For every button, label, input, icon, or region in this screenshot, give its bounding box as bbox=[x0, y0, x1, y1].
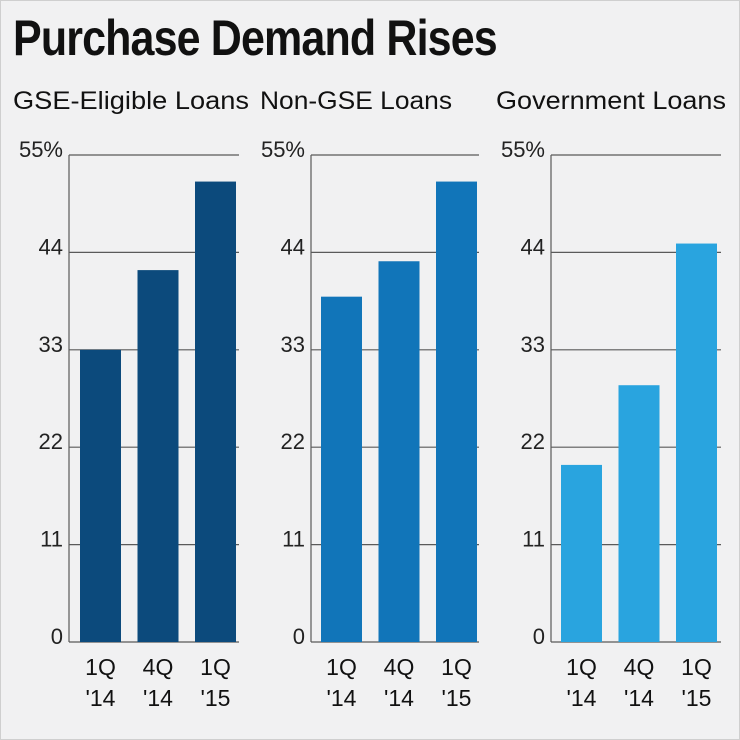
y-tick-label: 33 bbox=[281, 332, 305, 357]
charts-canvas: GSE-Eligible Loans 0 11 22 33 44 55% 1Q '14 4Q '14… bbox=[1, 1, 739, 739]
panel-title: Government Loans bbox=[496, 87, 726, 115]
panel-title: Non-GSE Loans bbox=[260, 87, 452, 115]
y-tick-label: 33 bbox=[39, 332, 63, 357]
y-tick-label: 55% bbox=[261, 137, 305, 162]
x-tick-label: 1Q bbox=[566, 654, 597, 680]
x-tick-label: 1Q bbox=[441, 654, 472, 680]
x-tick-label: 1Q bbox=[85, 654, 116, 680]
x-tick-label: '14 bbox=[567, 685, 597, 711]
panel-2: Non-GSE Loans 0 11 22 33 44 55% 1Q '14 4Q '14 1Q '15 bbox=[260, 87, 479, 711]
x-tick-label: '14 bbox=[143, 685, 173, 711]
panel-3: Government Loans 0 11 22 33 44 55% 1Q '14 4Q '14 1Q… bbox=[496, 87, 726, 711]
bar bbox=[619, 385, 660, 642]
bar bbox=[379, 261, 420, 642]
bar bbox=[195, 182, 236, 642]
x-tick-label: 4Q bbox=[624, 654, 655, 680]
x-tick-label: '15 bbox=[442, 685, 472, 711]
x-tick-label: '14 bbox=[624, 685, 654, 711]
x-tick-label: 1Q bbox=[326, 654, 357, 680]
y-tick-label: 33 bbox=[521, 332, 545, 357]
x-tick-label: 1Q bbox=[681, 654, 712, 680]
y-tick-label: 0 bbox=[533, 624, 545, 649]
x-tick-label: '14 bbox=[327, 685, 357, 711]
y-tick-label: 44 bbox=[39, 234, 63, 259]
bar bbox=[138, 270, 179, 642]
y-tick-label: 22 bbox=[39, 429, 63, 454]
bar bbox=[436, 182, 477, 642]
x-tick-label: 1Q bbox=[200, 654, 231, 680]
bar bbox=[80, 350, 121, 642]
x-tick-label: '15 bbox=[682, 685, 712, 711]
y-tick-label: 11 bbox=[40, 527, 63, 552]
y-tick-label: 0 bbox=[293, 624, 305, 649]
x-tick-label: '15 bbox=[201, 685, 231, 711]
y-tick-label: 11 bbox=[522, 527, 545, 552]
y-tick-label: 44 bbox=[281, 234, 305, 259]
bar bbox=[321, 297, 362, 642]
y-tick-label: 44 bbox=[521, 234, 545, 259]
chart-frame: Purchase Demand Rises GSE-Eligible Loans… bbox=[0, 0, 740, 740]
x-tick-label: 4Q bbox=[384, 654, 415, 680]
x-tick-label: '14 bbox=[86, 685, 116, 711]
x-tick-label: 4Q bbox=[143, 654, 174, 680]
y-tick-label: 22 bbox=[521, 429, 545, 454]
y-tick-label: 55% bbox=[501, 137, 545, 162]
panel-1: GSE-Eligible Loans 0 11 22 33 44 55% 1Q '14 4Q '14… bbox=[13, 87, 249, 711]
bar bbox=[676, 244, 717, 642]
y-tick-label: 0 bbox=[51, 624, 63, 649]
y-tick-label: 55% bbox=[19, 137, 63, 162]
y-tick-label: 11 bbox=[282, 527, 305, 552]
x-tick-label: '14 bbox=[384, 685, 414, 711]
bar bbox=[561, 465, 602, 642]
panel-title: GSE-Eligible Loans bbox=[13, 87, 249, 115]
y-tick-label: 22 bbox=[281, 429, 305, 454]
